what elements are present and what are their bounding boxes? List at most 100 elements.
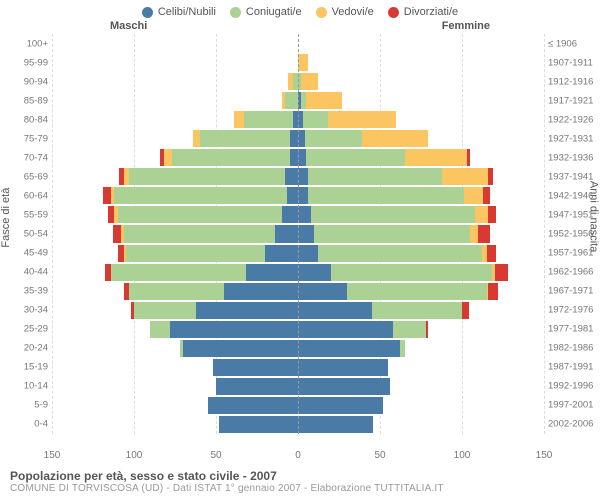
male-bar <box>118 245 298 262</box>
birth-year-label: 1957-1961 <box>548 248 593 259</box>
plot-area: 100+≤ 190695-991907-191190-941912-191685… <box>52 34 544 434</box>
bar-segment <box>347 283 486 300</box>
female-header: Femmine <box>442 20 490 32</box>
female-bar <box>298 168 493 185</box>
female-bar <box>298 283 498 300</box>
gridline <box>544 34 545 434</box>
birth-year-label: 1997-2001 <box>548 400 593 411</box>
bar-segment <box>298 168 308 185</box>
female-bar <box>298 397 383 414</box>
birth-year-label: 1907-1911 <box>548 57 593 68</box>
bar-segment <box>265 245 298 262</box>
male-bar <box>108 206 298 223</box>
birth-year-label: 1992-1996 <box>548 381 593 392</box>
bar-segment <box>298 149 306 166</box>
bar-segment <box>285 92 298 109</box>
bar-segment <box>308 187 464 204</box>
female-bar <box>298 321 428 338</box>
bar-segment <box>129 283 224 300</box>
legend-swatch <box>388 7 399 18</box>
bar-segment <box>488 283 498 300</box>
female-bar <box>298 206 496 223</box>
x-tick-label: 100 <box>126 450 143 461</box>
female-bar <box>298 54 308 71</box>
center-line <box>298 34 299 434</box>
female-bar <box>298 302 469 319</box>
female-bar <box>298 264 508 281</box>
male-bar <box>124 283 298 300</box>
bar-segment <box>298 206 311 223</box>
female-bar <box>298 245 496 262</box>
legend-item: Coniugati/e <box>230 6 302 18</box>
birth-year-label: 2002-2006 <box>548 419 593 430</box>
birth-year-label: 1922-1926 <box>548 114 593 125</box>
bar-segment <box>298 225 314 242</box>
bar-segment <box>306 92 342 109</box>
bar-segment <box>405 149 467 166</box>
birth-year-label: 1937-1941 <box>548 171 593 182</box>
legend-label: Celibi/Nubili <box>158 6 216 18</box>
age-label: 55-59 <box>24 209 48 220</box>
age-label: 90-94 <box>24 76 48 87</box>
bar-segment <box>285 168 298 185</box>
bar-segment <box>470 225 478 242</box>
bar-segment <box>275 225 298 242</box>
bar-segment <box>487 245 497 262</box>
bar-segment <box>290 130 298 147</box>
bar-segment <box>172 149 290 166</box>
bar-segment <box>200 130 290 147</box>
bar-segment <box>311 206 475 223</box>
bar-segment <box>298 397 383 414</box>
gender-headers: Maschi Femmine <box>0 18 600 32</box>
male-bar <box>208 397 298 414</box>
birth-year-label: 1967-1971 <box>548 286 593 297</box>
age-label: 85-89 <box>24 95 48 106</box>
bar-segment <box>298 302 372 319</box>
male-bar <box>193 130 298 147</box>
legend-item: Celibi/Nubili <box>142 6 216 18</box>
male-bar <box>131 302 298 319</box>
bar-segment <box>362 130 428 147</box>
female-bar <box>298 111 396 128</box>
male-bar <box>234 111 298 128</box>
bar-segment <box>114 187 286 204</box>
birth-year-label: 1942-1946 <box>548 190 593 201</box>
bar-segment <box>124 225 275 242</box>
x-tick-label: 50 <box>210 450 221 461</box>
age-label: 0-4 <box>34 419 48 430</box>
bar-segment <box>303 111 328 128</box>
birth-year-label: 1952-1956 <box>548 228 593 239</box>
bar-segment <box>129 168 285 185</box>
age-label: 10-14 <box>24 381 48 392</box>
bar-segment <box>298 340 400 357</box>
male-header: Maschi <box>110 20 147 32</box>
bar-segment <box>298 54 308 71</box>
bar-segment <box>331 264 492 281</box>
bar-segment <box>219 416 298 433</box>
bar-segment <box>118 206 282 223</box>
birth-year-label: 1947-1951 <box>548 209 593 220</box>
bar-segment <box>196 302 298 319</box>
female-bar <box>298 92 342 109</box>
birth-year-label: 1917-1921 <box>548 95 593 106</box>
male-bar <box>180 340 298 357</box>
bar-segment <box>246 264 298 281</box>
bar-segment <box>328 111 397 128</box>
male-bar <box>282 92 298 109</box>
female-bar <box>298 359 388 376</box>
birth-year-label: 1982-1986 <box>548 343 593 354</box>
female-bar <box>298 340 405 357</box>
bar-segment <box>488 206 496 223</box>
chart-footer: Popolazione per età, sesso e stato civil… <box>10 469 590 494</box>
birth-year-label: 1987-1991 <box>548 362 593 373</box>
bar-segment <box>298 378 390 395</box>
birth-year-label: 1927-1931 <box>548 133 593 144</box>
male-bar <box>113 225 298 242</box>
birth-year-label: 1977-1981 <box>548 324 593 335</box>
bar-segment <box>244 111 293 128</box>
bar-segment <box>314 225 470 242</box>
legend-label: Coniugati/e <box>246 6 302 18</box>
bar-segment <box>234 111 244 128</box>
age-label: 70-74 <box>24 152 48 163</box>
age-label: 80-84 <box>24 114 48 125</box>
